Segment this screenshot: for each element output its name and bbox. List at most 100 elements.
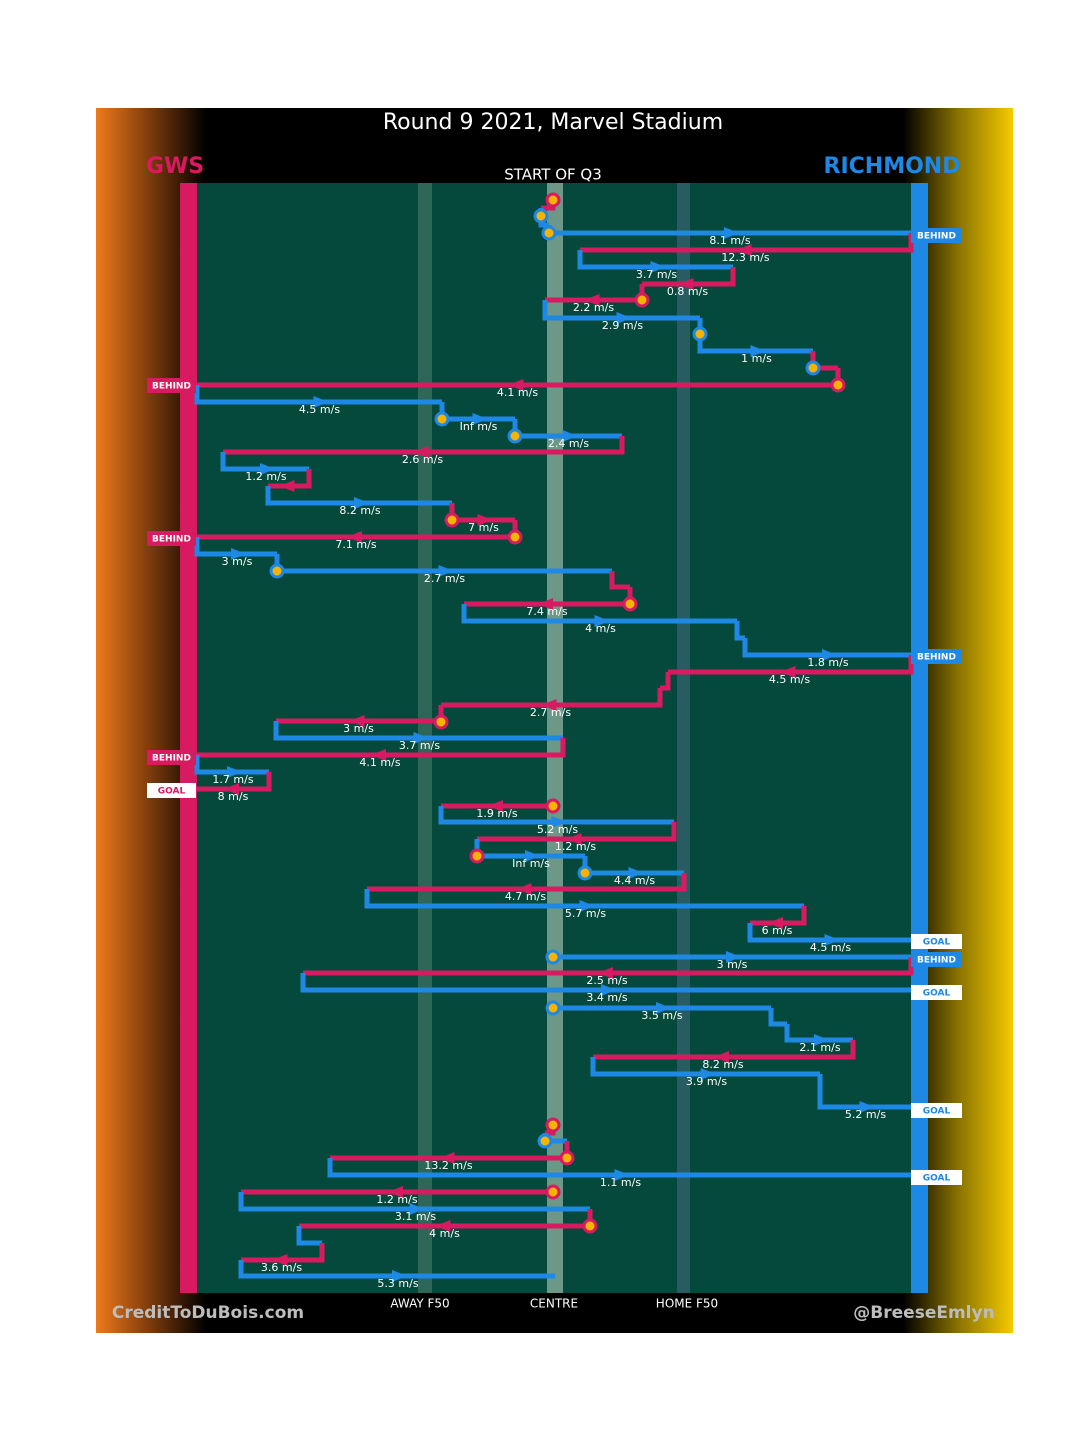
turnover-marker xyxy=(507,428,523,444)
pass xyxy=(364,889,804,909)
arrow xyxy=(584,294,600,306)
gws-goal-line xyxy=(180,183,197,1293)
pass xyxy=(220,452,309,472)
pass xyxy=(223,436,625,455)
event-label: BEHIND xyxy=(152,535,191,545)
speed-label: 2.5 m/s xyxy=(586,974,627,987)
speed-label: 3.9 m/s xyxy=(686,1075,727,1088)
turnover-marker xyxy=(545,192,561,208)
speed-label: 8.1 m/s xyxy=(709,234,750,247)
arrow xyxy=(413,446,429,458)
pass xyxy=(642,267,736,287)
turnover-marker xyxy=(545,1000,561,1016)
turnover-marker xyxy=(577,865,593,881)
pass xyxy=(477,822,677,842)
turnover-marker xyxy=(559,1150,575,1166)
credit-right: @BreeseEmlyn xyxy=(853,1303,994,1323)
arrow xyxy=(231,548,246,560)
speed-label: 8.2 m/s xyxy=(339,504,380,517)
turnover-marker xyxy=(634,292,650,308)
event-box xyxy=(147,531,196,546)
pass xyxy=(438,806,674,825)
arrow xyxy=(371,749,386,761)
pass xyxy=(461,604,737,624)
pass xyxy=(784,1024,853,1043)
arrow xyxy=(780,666,796,678)
arrow xyxy=(347,531,362,543)
arrow xyxy=(598,967,613,979)
richmond-goal-line xyxy=(911,183,928,1293)
arrow xyxy=(650,261,666,273)
pass xyxy=(241,1243,325,1263)
speed-label: 4.4 m/s xyxy=(614,874,655,887)
arrow xyxy=(614,1169,630,1181)
arrow xyxy=(224,783,239,795)
turnover-marker xyxy=(622,596,638,612)
credit-left: CreditToDuBois.com xyxy=(112,1303,304,1323)
turnover-marker xyxy=(469,848,485,864)
speed-label: Inf m/s xyxy=(460,420,498,433)
arrow xyxy=(409,1203,425,1215)
speed-label: 4.7 m/s xyxy=(505,890,546,903)
event-label: BEHIND xyxy=(152,382,191,392)
field-label: AWAY F50 xyxy=(390,1297,449,1311)
arrow xyxy=(392,1270,407,1282)
pass xyxy=(593,1040,856,1060)
event-label: GOAL xyxy=(923,989,951,999)
event-label: BEHIND xyxy=(152,754,191,764)
pass xyxy=(817,1074,911,1110)
event-box xyxy=(911,952,962,967)
arrow xyxy=(516,883,532,895)
arrow xyxy=(656,1002,671,1014)
speed-label: 4.1 m/s xyxy=(497,386,538,399)
speed-label: 1.9 m/s xyxy=(476,807,517,820)
pass xyxy=(265,486,452,506)
turnover-marker xyxy=(582,1218,598,1234)
arrow xyxy=(579,900,595,912)
speed-label: 3.4 m/s xyxy=(586,991,627,1004)
arrow xyxy=(566,833,582,845)
speed-label: 1.2 m/s xyxy=(245,470,286,483)
turnover-marker xyxy=(545,1184,561,1200)
speed-label: 2.9 m/s xyxy=(602,319,643,332)
event-label: GOAL xyxy=(923,938,951,948)
speed-label: 6 m/s xyxy=(762,924,793,937)
speed-label: 1.1 m/s xyxy=(600,1176,641,1189)
turnover-marker xyxy=(537,1133,553,1149)
arrow xyxy=(824,934,840,946)
speed-label: 7 m/s xyxy=(468,521,499,534)
pass xyxy=(194,537,277,557)
event-box xyxy=(147,750,196,765)
speed-label: 4.5 m/s xyxy=(299,403,340,416)
event-box xyxy=(911,649,962,664)
arrow xyxy=(538,598,553,610)
event-box xyxy=(911,1170,962,1185)
speed-label: 3.1 m/s xyxy=(395,1210,436,1223)
speed-label: 3.5 m/s xyxy=(641,1009,682,1022)
pass xyxy=(194,755,269,775)
speed-label: 2.4 m/s xyxy=(548,437,589,450)
home-f50-line xyxy=(677,183,690,1293)
arrow xyxy=(525,850,540,862)
arrow xyxy=(724,227,739,239)
turnover-marker xyxy=(545,1117,561,1133)
speed-label: 4.1 m/s xyxy=(359,756,400,769)
speed-label: 8 m/s xyxy=(218,790,249,803)
arrow xyxy=(388,1186,403,1198)
event-label: BEHIND xyxy=(917,232,956,242)
arrow xyxy=(714,1051,729,1063)
speed-label: 5.7 m/s xyxy=(565,907,606,920)
speed-label: 4.5 m/s xyxy=(769,673,810,686)
pass xyxy=(300,973,911,993)
arrow xyxy=(594,615,610,627)
arrow xyxy=(822,649,837,661)
team-left: GWS xyxy=(146,154,204,179)
arrow xyxy=(859,1101,875,1113)
arrow xyxy=(551,816,567,828)
speed-label: 12.3 m/s xyxy=(721,251,769,264)
speed-label: 4 m/s xyxy=(429,1227,460,1240)
speed-label: 13.2 m/s xyxy=(424,1159,472,1172)
title: Round 9 2021, Marvel Stadium xyxy=(383,110,723,135)
team-right: RICHMOND xyxy=(824,154,961,179)
